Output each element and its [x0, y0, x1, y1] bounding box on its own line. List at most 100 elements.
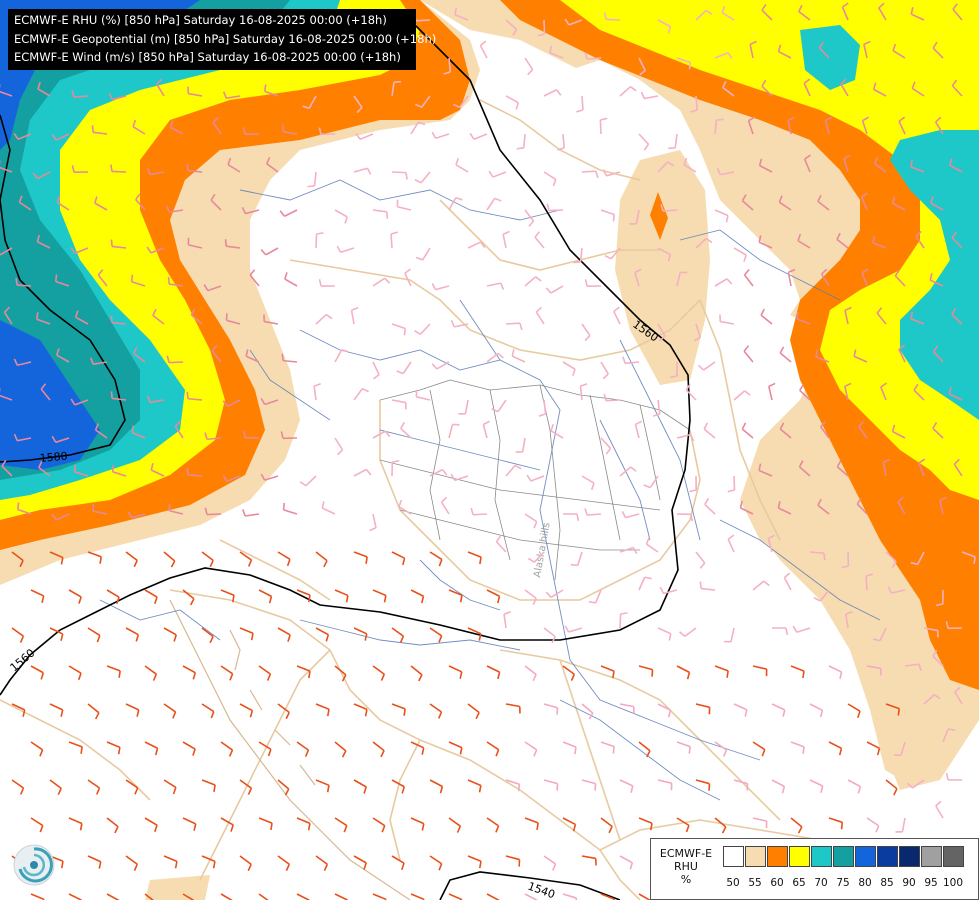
- wind-barb-shaft: [125, 703, 140, 711]
- wind-barb-shaft: [245, 209, 260, 215]
- wind-barb-flag: [792, 625, 798, 633]
- wind-barb-flag: [697, 364, 705, 371]
- wind-barb-shaft: [674, 133, 678, 148]
- wind-barb-shaft: [402, 361, 412, 375]
- wind-barb-shaft: [277, 779, 290, 790]
- wind-barb-flag: [840, 822, 844, 830]
- wind-barb-shaft: [885, 779, 898, 790]
- wind-barb-shaft: [533, 551, 545, 563]
- wind-barb-shaft: [258, 665, 271, 675]
- wind-barb-shaft: [676, 57, 691, 64]
- wind-barb-shaft: [479, 45, 488, 59]
- wind-barb-shaft: [638, 57, 646, 71]
- wind-barb-shaft: [714, 817, 727, 828]
- wind-barb-shaft: [803, 158, 811, 173]
- wind-barb-shaft: [916, 551, 925, 565]
- wind-barb-shaft: [778, 50, 792, 59]
- wind-barb-shaft: [809, 703, 823, 712]
- wind-barb-flag: [56, 348, 60, 356]
- wind-barb-flag: [400, 422, 406, 429]
- wind-barb-shaft: [486, 665, 500, 673]
- wind-barb-flag: [116, 596, 120, 605]
- wind-barb-shaft: [201, 627, 214, 638]
- wind-barb-flag: [230, 824, 234, 832]
- wind-barb-flag: [15, 277, 18, 286]
- wind-barb-flag: [758, 158, 763, 166]
- wind-barb-shaft: [815, 356, 830, 363]
- wind-barb-flag: [823, 553, 826, 561]
- wind-barb-flag: [286, 559, 291, 567]
- wind-barb-flag: [478, 633, 482, 641]
- wind-barb-flag: [533, 749, 538, 757]
- wind-barb-shaft: [530, 475, 545, 482]
- wind-barb-flag: [453, 103, 461, 109]
- wind-barb-flag: [231, 595, 235, 603]
- wind-barb-flag: [845, 610, 853, 615]
- wind-barb-shaft: [239, 627, 254, 635]
- rhu-band-60-spot: [650, 192, 668, 240]
- wind-barb-flag: [174, 861, 178, 869]
- wind-barb-shaft: [579, 247, 583, 263]
- wind-barb-shaft: [372, 277, 386, 287]
- wind-barb-shaft: [486, 893, 500, 900]
- wind-barb-flag: [817, 498, 822, 506]
- wind-barb-shaft: [676, 741, 691, 748]
- wind-barb-flag: [459, 671, 463, 679]
- wind-barb-shaft: [284, 278, 298, 287]
- wind-barb-shaft: [625, 513, 640, 519]
- wind-barb-shaft: [391, 323, 406, 330]
- wind-barb-flag: [862, 116, 870, 122]
- wind-barb-flag: [71, 165, 75, 173]
- wind-barb-shaft: [932, 655, 944, 667]
- wind-barb-shaft: [562, 817, 576, 826]
- wind-barb-shaft: [391, 551, 405, 559]
- wind-barb-shaft: [549, 52, 564, 59]
- wind-barb-flag: [478, 785, 482, 793]
- wind-barb-flag: [16, 502, 20, 510]
- wind-barb-shaft: [435, 133, 450, 140]
- wind-barb-flag: [894, 754, 902, 757]
- wind-barb-shaft: [17, 361, 32, 367]
- wind-barb-flag: [479, 556, 482, 565]
- wind-barb-shaft: [429, 468, 443, 477]
- wind-barb-flag: [954, 686, 961, 693]
- wind-barb-flag: [604, 12, 607, 20]
- wind-barb-flag: [172, 787, 177, 795]
- wind-barb-shaft: [87, 703, 100, 714]
- wind-barb-flag: [136, 709, 140, 717]
- wind-barb-shaft: [283, 130, 298, 135]
- wind-barb-flag: [190, 308, 196, 316]
- wind-barb-flag: [152, 673, 158, 681]
- wind-barb-flag: [528, 557, 535, 563]
- regional-borders: [379, 379, 691, 581]
- wind-barb-shaft: [190, 314, 203, 325]
- wind-barb-shaft: [543, 171, 557, 181]
- wind-barb-shaft: [391, 171, 407, 174]
- wind-barb-flag: [249, 710, 254, 718]
- wind-barb-shaft: [562, 665, 575, 675]
- wind-barb-flag: [973, 556, 976, 564]
- wind-barb-flag: [588, 600, 596, 604]
- wind-barb-shaft: [721, 11, 735, 21]
- wind-barb-flag: [22, 709, 26, 717]
- wind-barb-shaft: [714, 52, 729, 59]
- wind-barb-shaft: [448, 57, 452, 73]
- wind-barb-shaft: [308, 95, 317, 109]
- wind-barb-flag: [913, 383, 919, 391]
- wind-barb-flag: [40, 672, 45, 680]
- wind-barb-flag: [721, 826, 727, 834]
- wind-barb-shaft: [695, 237, 707, 249]
- wind-barb-shaft: [524, 817, 539, 824]
- rhu-band-80-west-b: [0, 320, 100, 470]
- wind-barb-flag: [572, 368, 576, 377]
- wind-barb-shaft: [106, 817, 119, 828]
- wind-barb-shaft: [11, 551, 24, 562]
- wind-barb-shaft: [55, 513, 70, 521]
- wind-barb-shaft: [767, 538, 773, 553]
- wind-barb-shaft: [0, 394, 13, 401]
- wind-barb-flag: [910, 159, 913, 168]
- wind-barb-shaft: [863, 44, 868, 59]
- wind-barb-shaft: [353, 779, 367, 788]
- wind-barb-flag: [326, 709, 330, 717]
- wind-barb-shaft: [421, 247, 431, 261]
